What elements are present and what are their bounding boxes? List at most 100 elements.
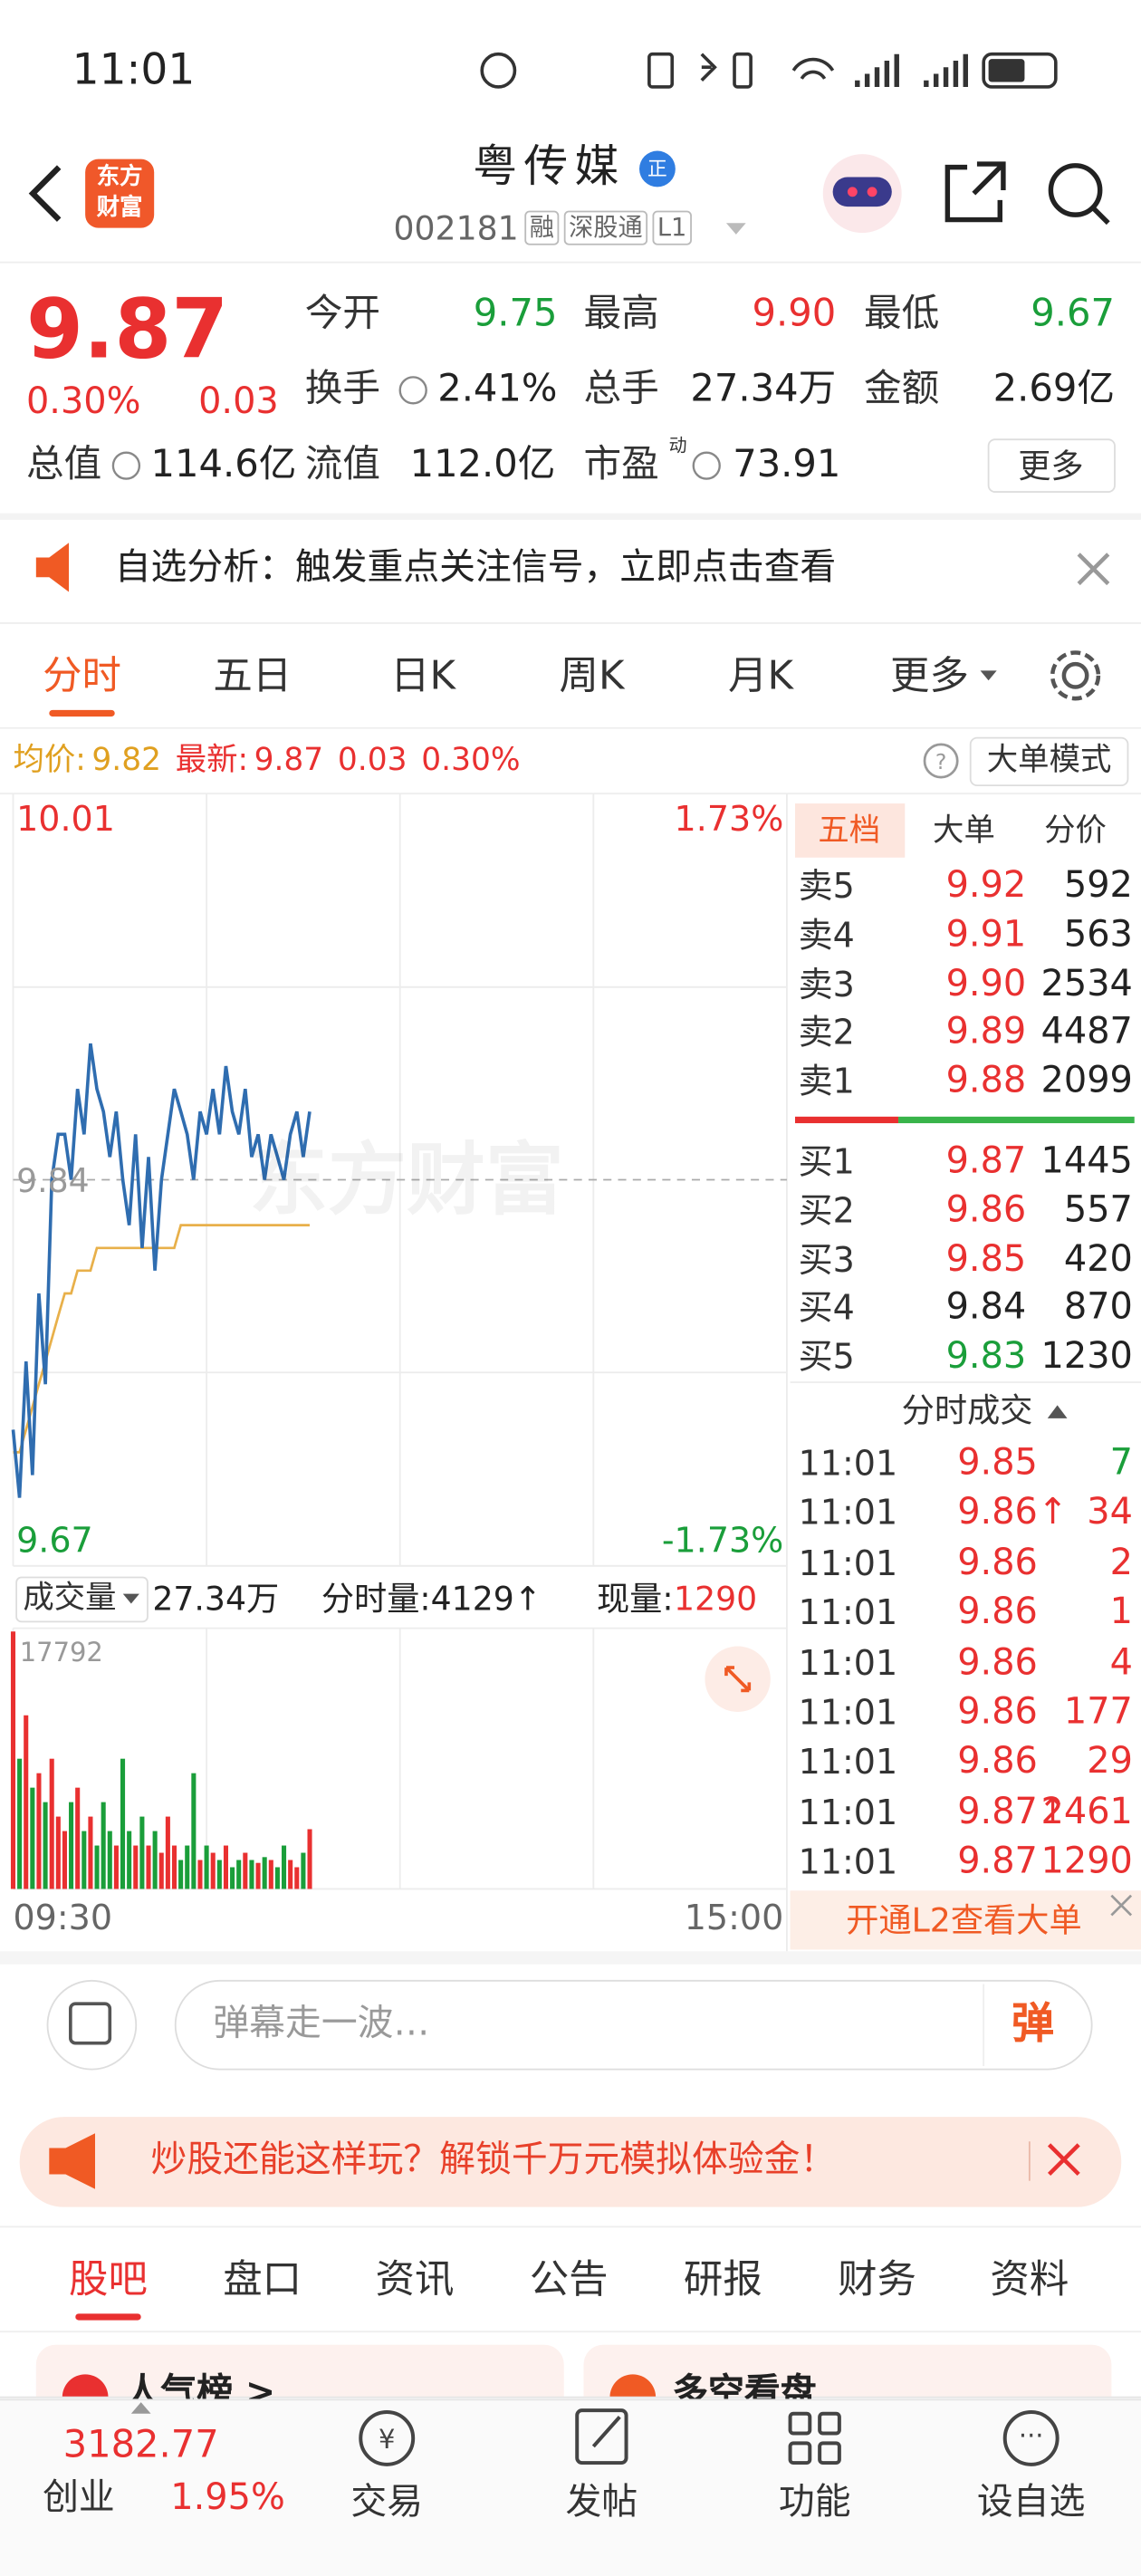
close-button[interactable] — [1047, 2143, 1080, 2177]
volume-selector[interactable]: 成交量 — [23, 1580, 117, 1617]
volume-bar — [82, 1831, 87, 1889]
trade-price: 9.86 — [957, 1692, 1038, 1734]
tab-underline — [75, 2313, 141, 2321]
danmu-placeholder[interactable]: 弹幕走一波… — [213, 2004, 430, 2045]
stat-value: 9.67 — [1031, 293, 1116, 336]
danmu-settings[interactable] — [46, 1979, 138, 2071]
more-button[interactable]: 更多 — [1018, 446, 1084, 485]
volume-bar — [307, 1829, 312, 1889]
search-button[interactable] — [1048, 163, 1110, 226]
content-tab[interactable]: 财务 — [838, 2255, 916, 2302]
logo-text: 财富 — [96, 195, 143, 222]
close-button[interactable] — [1077, 553, 1110, 586]
ask-label: 卖3 — [798, 964, 855, 1004]
svg-text:···: ··· — [1019, 2420, 1044, 2451]
book-tab[interactable]: 大单 — [933, 812, 995, 849]
volume-bar — [294, 1867, 300, 1889]
content-tab[interactable]: 股吧 — [69, 2255, 148, 2302]
stock-code: 002181 — [393, 207, 519, 248]
content-tab[interactable]: 研报 — [683, 2255, 762, 2302]
volume-selector-frame[interactable] — [15, 1576, 149, 1623]
trade-price: 9.86↑ — [957, 1493, 1069, 1534]
trade-time: 11:01 — [798, 1793, 898, 1832]
share-button[interactable] — [944, 161, 1006, 223]
notice-text[interactable]: 自选分析：触发重点关注信号，立即点击查看 — [114, 547, 837, 589]
volume-bar — [17, 1758, 23, 1889]
collapse-arrow[interactable] — [1047, 1405, 1068, 1418]
volume-bar — [178, 1860, 184, 1889]
volume-total: 27.34万 — [152, 1579, 280, 1619]
volume-bar — [262, 1857, 267, 1889]
volume-bar — [230, 1867, 235, 1889]
promo-bg[interactable] — [19, 2117, 1122, 2207]
chart-tab[interactable]: 周K — [559, 652, 625, 699]
nav-item[interactable]: 功能 — [778, 2482, 851, 2524]
index-pct[interactable]: 1.95% — [170, 2477, 285, 2519]
latest-label: 最新: — [175, 742, 249, 778]
help-icon[interactable] — [923, 743, 959, 779]
chart-tab[interactable]: 五日 — [213, 652, 292, 699]
bid-label: 买1 — [798, 1141, 855, 1182]
book-tab[interactable]: 分价 — [1044, 812, 1107, 849]
bid-price: 9.83 — [945, 1336, 1027, 1378]
badge-circle — [639, 150, 676, 187]
index-name[interactable]: 创业 — [43, 2477, 115, 2519]
pct-min-label: -1.73% — [661, 1521, 784, 1561]
volume-bar — [69, 1802, 74, 1889]
trade-time: 11:01 — [798, 1643, 898, 1683]
trade-volume: 1290 — [1040, 1841, 1133, 1883]
volume-bar — [210, 1852, 216, 1889]
pct-max-label: 1.73% — [674, 799, 784, 839]
index-value[interactable]: 3182.77 — [62, 2424, 219, 2467]
settings-button[interactable] — [1050, 650, 1101, 701]
more-button-frame[interactable] — [987, 438, 1116, 493]
volume-bar — [165, 1816, 170, 1889]
dropdown-arrow[interactable] — [122, 1593, 139, 1604]
mode-button[interactable]: 大单模式 — [986, 742, 1112, 778]
chart-tab[interactable]: 月K — [727, 652, 793, 699]
nav-item[interactable]: 交易 — [350, 2482, 424, 2524]
volume-bar — [139, 1816, 145, 1889]
volume-bar — [10, 1631, 16, 1889]
badge-text: 正 — [647, 157, 667, 181]
stat-sup: 动 — [668, 435, 687, 457]
volume-bar — [30, 1787, 35, 1889]
book-tab[interactable]: 五档 — [818, 812, 881, 849]
dropdown-arrow[interactable] — [980, 670, 997, 681]
l2-banner[interactable]: 开通L2查看大单 — [846, 1900, 1082, 1940]
trades-title[interactable]: 分时成交 — [901, 1390, 1033, 1430]
back-button[interactable] — [28, 165, 62, 222]
nav-bar — [0, 2398, 1141, 2576]
trade-time: 11:01 — [798, 1842, 898, 1882]
trade-time: 11:01 — [798, 1743, 898, 1783]
nav-item[interactable]: 发帖 — [565, 2482, 638, 2524]
content-tab[interactable]: 公告 — [529, 2255, 609, 2302]
watermark: 东方财富 — [249, 1134, 564, 1227]
content-tab[interactable]: 资讯 — [375, 2255, 455, 2302]
trade-price: 9.86 — [957, 1543, 1038, 1584]
price-line — [11, 1043, 312, 1498]
mode-button-frame[interactable] — [969, 736, 1129, 787]
chart-tab[interactable]: 日K — [390, 652, 456, 699]
volume-bar — [133, 1845, 139, 1889]
chart-tab[interactable]: 更多 — [889, 652, 969, 699]
promo-text[interactable]: 炒股还能这样玩？解锁千万元模拟体验金！ — [150, 2139, 837, 2181]
ask-price: 9.92 — [945, 865, 1027, 908]
danmu-input-frame[interactable] — [174, 1979, 1093, 2071]
change: 0.03 — [198, 381, 279, 424]
content-tab[interactable]: 盘口 — [223, 2255, 302, 2302]
l2-banner-bg[interactable] — [790, 1890, 1141, 1950]
chart-tab[interactable]: 分时 — [43, 652, 121, 699]
close-button[interactable] — [1110, 1894, 1133, 1917]
current-volume: 1290 — [674, 1579, 758, 1619]
trade-time: 11:01 — [798, 1493, 898, 1533]
stat-label: 换手 — [304, 368, 380, 411]
dropdown-arrow[interactable] — [725, 223, 746, 235]
danmu-button[interactable]: 弹 — [1011, 2000, 1055, 2050]
ask-volume: 2099 — [1040, 1061, 1133, 1102]
content-tab[interactable]: 资料 — [990, 2255, 1069, 2302]
bid-price: 9.87 — [945, 1140, 1027, 1183]
volume-bar — [274, 1867, 280, 1889]
nav-item[interactable]: 设自选 — [976, 2482, 1086, 2524]
volume-bar — [243, 1852, 248, 1889]
